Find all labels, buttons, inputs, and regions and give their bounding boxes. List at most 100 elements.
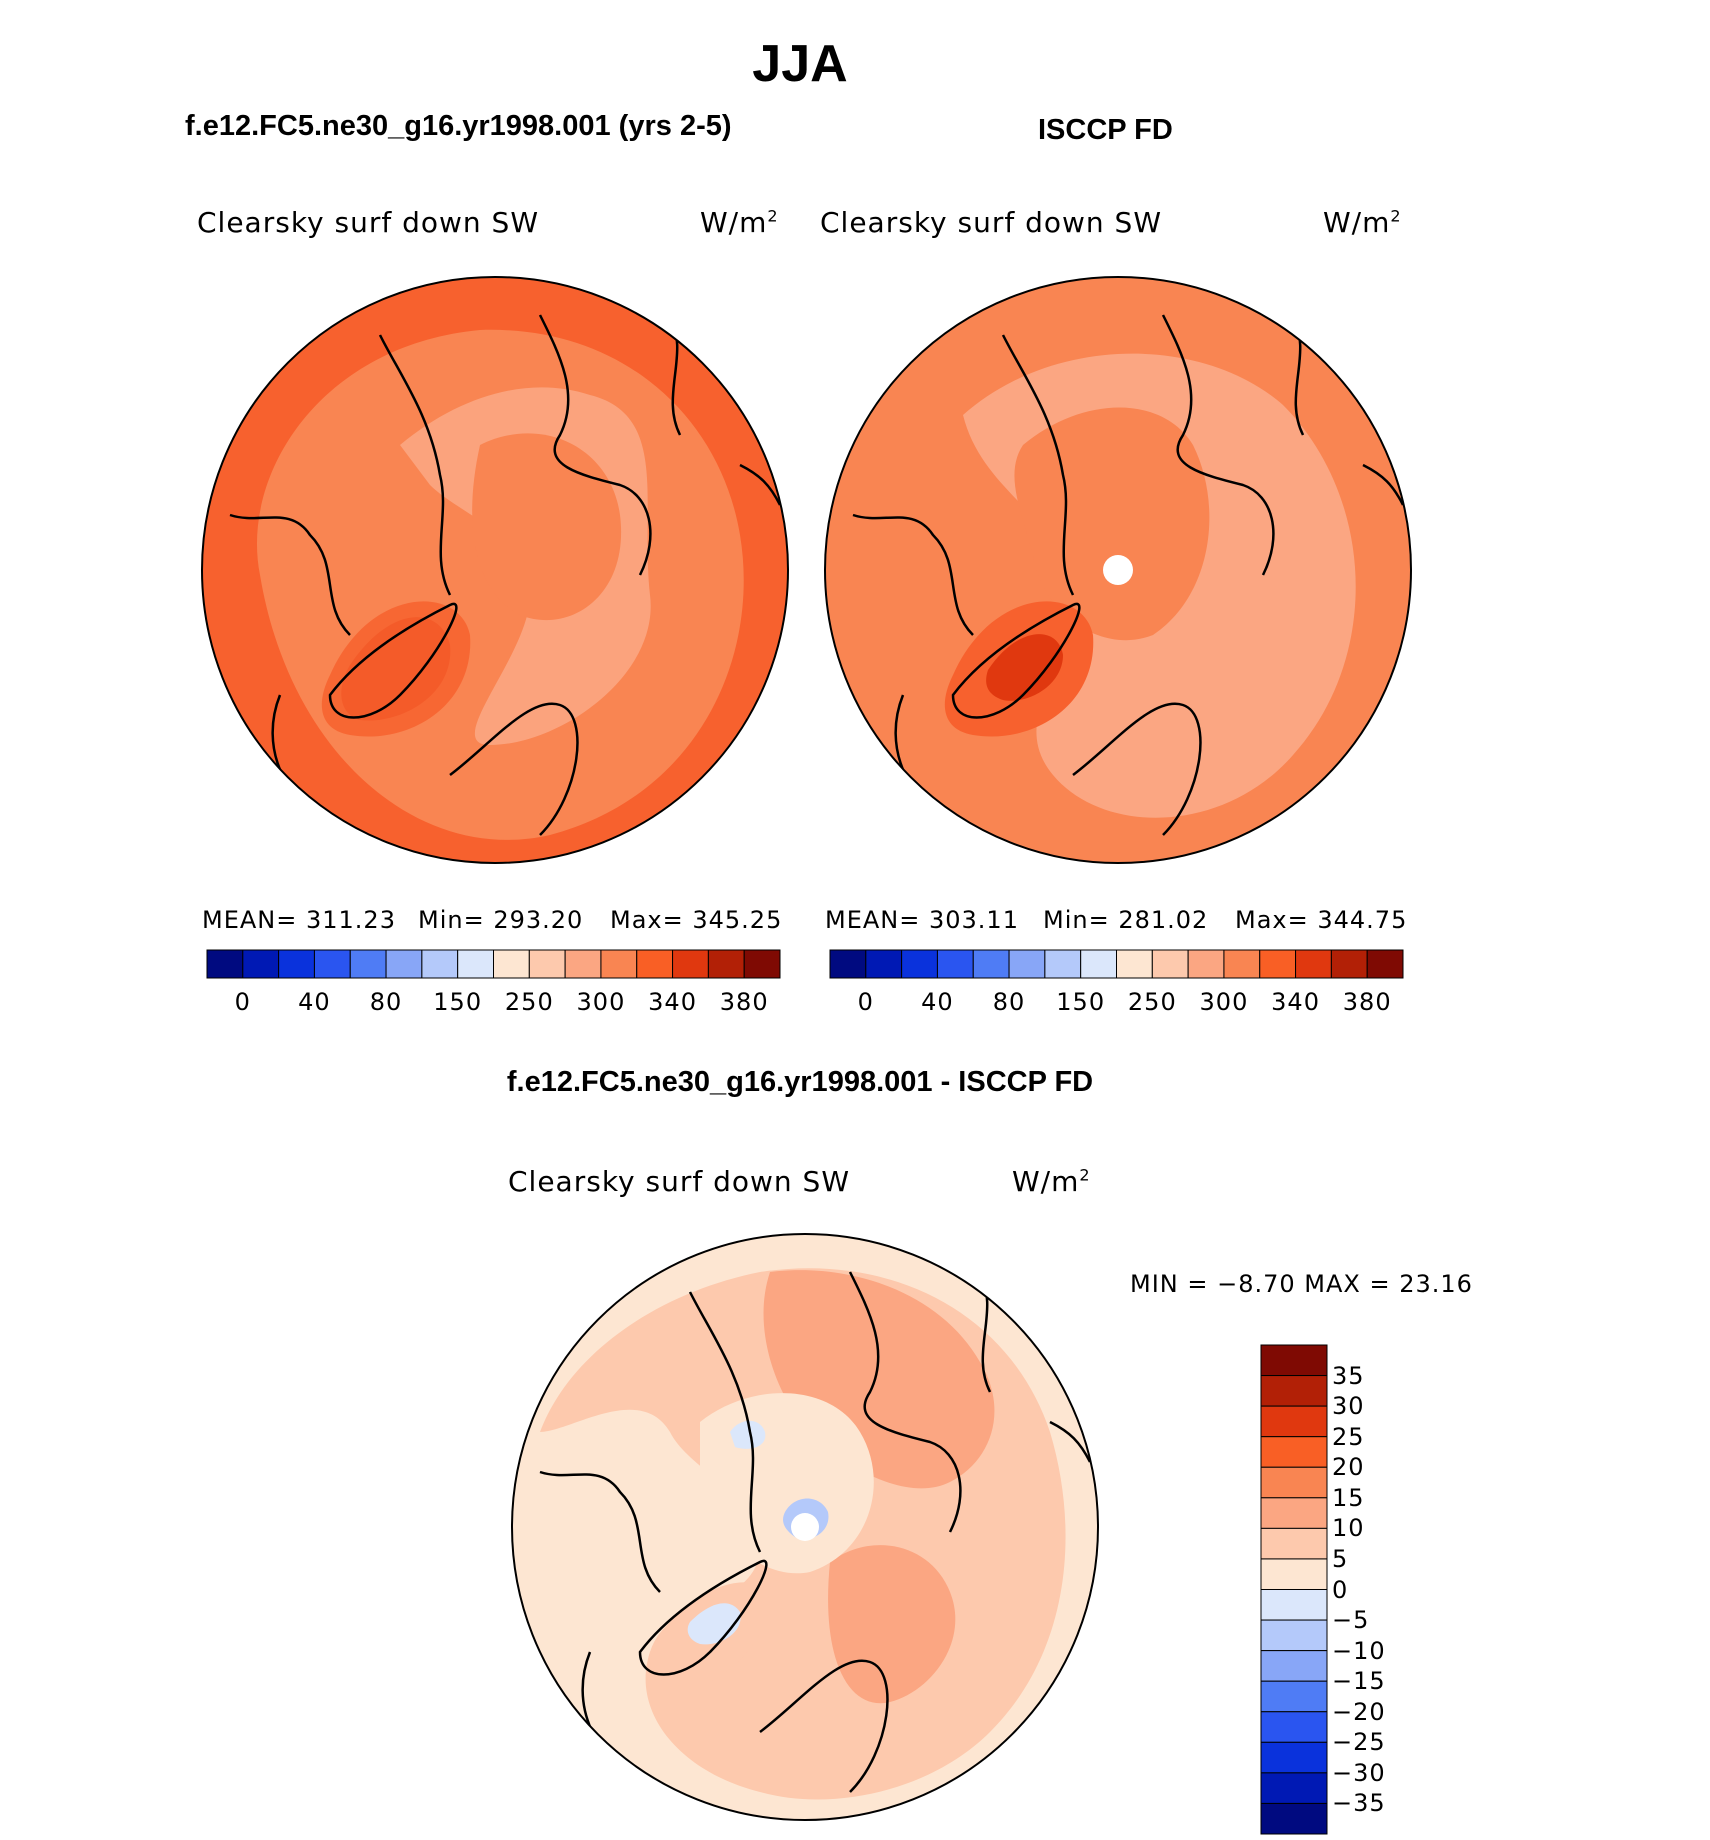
colorbar-tick-label: 0 <box>1332 1575 1349 1604</box>
colorbar-swatch <box>636 949 674 979</box>
colorbar-tick-label: 380 <box>1342 988 1392 1016</box>
stat-min-model: Min= 293.20 <box>418 906 584 934</box>
colorbar-swatch <box>1187 949 1225 979</box>
colorbar-tick-label: 5 <box>1332 1544 1349 1573</box>
colorbar-tick-label: 250 <box>504 988 554 1016</box>
panel-label-model: Clearsky surf down SW <box>197 206 540 239</box>
map-field-greenland <box>321 601 471 737</box>
colorbar-swatch <box>385 949 423 979</box>
colorbar-swatch <box>1260 1405 1328 1438</box>
colorbar-swatch <box>1259 949 1297 979</box>
colorbar-swatch <box>1330 949 1368 979</box>
polar-map-model <box>201 276 789 864</box>
colorbar-swatch <box>1080 949 1117 979</box>
colorbar-swatch <box>1260 1711 1328 1743</box>
colorbar-swatch <box>1116 949 1153 979</box>
colorbar-swatch <box>1295 949 1332 979</box>
colorbar-swatch <box>1260 1650 1328 1682</box>
colorbar-tick-label: 40 <box>298 988 331 1016</box>
colorbar-swatch <box>1260 1680 1328 1713</box>
colorbar-swatch <box>457 949 494 979</box>
colorbar-swatch <box>278 949 315 979</box>
colorbar-swatch <box>600 949 638 979</box>
map-field-negative <box>730 1420 766 1449</box>
colorbar-tick-label: 300 <box>576 988 626 1016</box>
colorbar-ticks-diff: 35 30 25 20 15 10 5 0 −5 −10 −15 −20 −25 −30 −35 <box>1332 1345 1452 1835</box>
colorbar-swatch <box>1260 1344 1328 1377</box>
main-title: JJA <box>752 35 848 93</box>
unit-label-model: W/m2 <box>700 206 779 239</box>
colorbar-swatch <box>1223 949 1261 979</box>
colorbar-tick-label: 380 <box>719 988 769 1016</box>
colorbar-tick-label: 340 <box>648 988 697 1016</box>
colorbar-tick-label: 300 <box>1199 988 1249 1016</box>
colorbar-swatch <box>1260 1375 1328 1407</box>
colorbar-swatch <box>829 949 867 979</box>
polar-map-obs <box>824 276 1412 864</box>
colorbar-swatch <box>1260 1589 1328 1621</box>
colorbar-model <box>206 949 781 979</box>
colorbar-tick-label: 25 <box>1332 1422 1365 1451</box>
colorbar-swatch <box>1260 1558 1328 1590</box>
colorbar-swatch <box>421 949 459 979</box>
colorbar-swatch <box>1260 1741 1328 1774</box>
map-field-peak <box>986 634 1063 701</box>
colorbar-swatch <box>313 949 351 979</box>
colorbar-tick-label: 80 <box>369 988 403 1016</box>
colorbar-swatch <box>1260 1436 1328 1468</box>
colorbar-tick-label: −20 <box>1332 1697 1386 1726</box>
colorbar-tick-label: 35 <box>1332 1361 1365 1390</box>
colorbar-tick-label: 0 <box>234 988 251 1016</box>
stat-mean-model: MEAN= 311.23 <box>202 906 396 934</box>
polar-map-diff <box>511 1233 1099 1821</box>
colorbar-swatch <box>1260 1619 1328 1652</box>
colorbar-ticks-obs: 0 40 80 150 250 300 340 380 <box>830 988 1403 1018</box>
panel-label-diff: Clearsky surf down SW <box>508 1165 851 1198</box>
colorbar-tick-label: −15 <box>1332 1667 1386 1696</box>
stat-mean-obs: MEAN= 303.11 <box>825 906 1019 934</box>
colorbar-tick-label: −10 <box>1332 1636 1386 1665</box>
colorbar-swatch <box>528 949 566 979</box>
pole-missing-data <box>791 1513 819 1541</box>
colorbar-swatch <box>493 949 530 979</box>
map-field-10-to-15-east <box>828 1545 956 1704</box>
colorbar-tick-label: 10 <box>1332 1514 1365 1543</box>
unit-label-obs: W/m2 <box>1323 206 1402 239</box>
colorbar-tick-label: 30 <box>1332 1392 1365 1421</box>
panel-title-model: f.e12.FC5.ne30_g16.yr1998.001 (yrs 2-5) <box>185 110 732 142</box>
colorbar-swatch <box>743 949 781 979</box>
colorbar-swatch <box>901 949 938 979</box>
colorbar-tick-label: −35 <box>1332 1789 1386 1818</box>
colorbar-swatch <box>1260 1497 1328 1529</box>
colorbar-tick-label: 0 <box>857 988 874 1016</box>
colorbar-tick-label: 20 <box>1332 1453 1365 1482</box>
colorbar-tick-label: 340 <box>1271 988 1320 1016</box>
colorbar-tick-label: −25 <box>1332 1728 1386 1757</box>
colorbar-ticks-model: 0 40 80 150 250 300 340 380 <box>207 988 780 1018</box>
colorbar-swatch <box>242 949 280 979</box>
colorbar-swatch <box>1260 1527 1328 1560</box>
colorbar-swatch <box>1151 949 1189 979</box>
colorbar-swatch <box>1366 949 1404 979</box>
colorbar-tick-label: 150 <box>1056 988 1106 1016</box>
unit-label-diff: W/m2 <box>1012 1165 1091 1198</box>
colorbar-tick-label: 150 <box>433 988 483 1016</box>
colorbar-tick-label: 15 <box>1332 1483 1365 1512</box>
colorbar-swatch <box>349 949 387 979</box>
colorbar-swatch <box>707 949 745 979</box>
panel-title-diff: f.e12.FC5.ne30_g16.yr1998.001 - ISCCP FD <box>506 1066 1094 1098</box>
colorbar-swatch <box>206 949 244 979</box>
colorbar-swatch <box>865 949 903 979</box>
stat-max-obs: Max= 344.75 <box>1235 906 1408 934</box>
pole-missing-data <box>1103 555 1133 585</box>
colorbar-swatch <box>564 949 602 979</box>
map-field-center <box>1014 407 1210 641</box>
colorbar-tick-label: −30 <box>1332 1758 1386 1787</box>
colorbar-swatch <box>972 949 1010 979</box>
colorbar-obs <box>829 949 1404 979</box>
stat-max-model: Max= 345.25 <box>610 906 783 934</box>
stat-min-obs: Min= 281.02 <box>1043 906 1209 934</box>
colorbar-swatch <box>1044 949 1082 979</box>
colorbar-swatch <box>936 949 974 979</box>
panel-label-obs: Clearsky surf down SW <box>820 206 1163 239</box>
